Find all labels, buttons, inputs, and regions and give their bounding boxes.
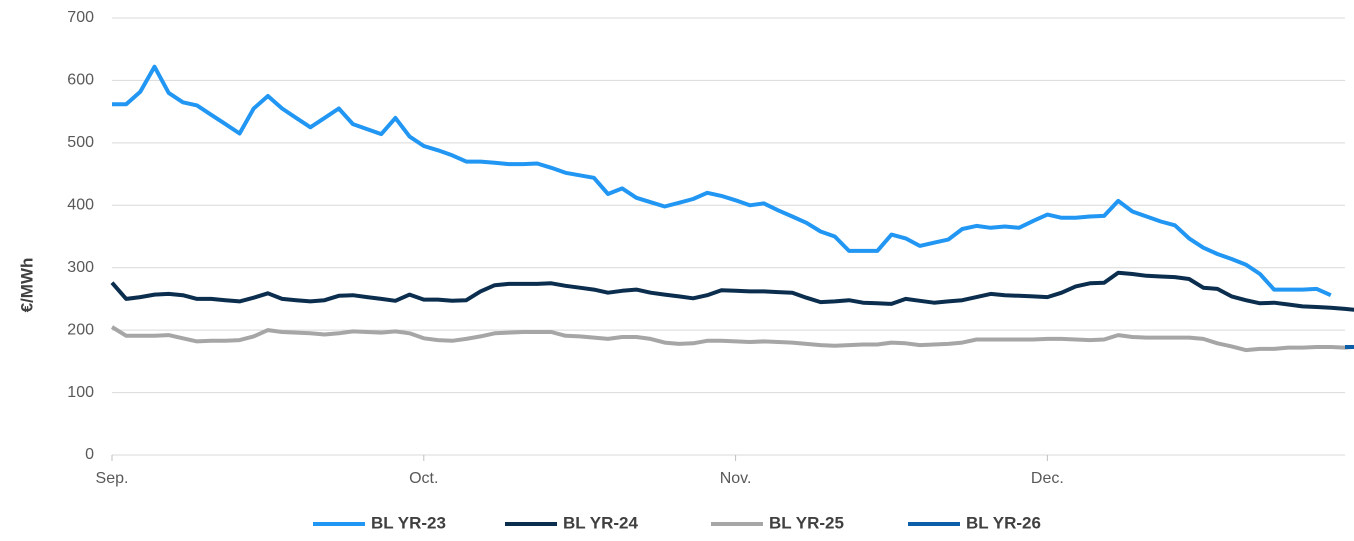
y-axis-label: €/MWh [17, 258, 36, 313]
x-tick-label: Oct. [409, 470, 438, 487]
y-tick-label: 0 [85, 446, 94, 463]
legend-label: BL YR-26 [966, 513, 1041, 532]
y-tick-label: 400 [67, 197, 94, 214]
legend-label: BL YR-24 [563, 513, 639, 532]
y-tick-label: 500 [67, 134, 94, 151]
series-line [112, 64, 1332, 298]
series-line [110, 325, 1354, 353]
x-tick-label: Nov. [720, 470, 752, 487]
series-line [110, 270, 1354, 312]
y-tick-label: 600 [67, 72, 94, 89]
y-tick-label: 700 [67, 9, 94, 26]
y-tick-label: 100 [67, 384, 94, 401]
legend-label: BL YR-23 [371, 513, 446, 532]
y-tick-label: 200 [67, 321, 94, 338]
x-tick-label: Dec. [1031, 470, 1064, 487]
y-tick-label: 300 [67, 259, 94, 276]
legend-label: BL YR-25 [769, 513, 844, 532]
x-tick-label: Sep. [96, 470, 129, 487]
